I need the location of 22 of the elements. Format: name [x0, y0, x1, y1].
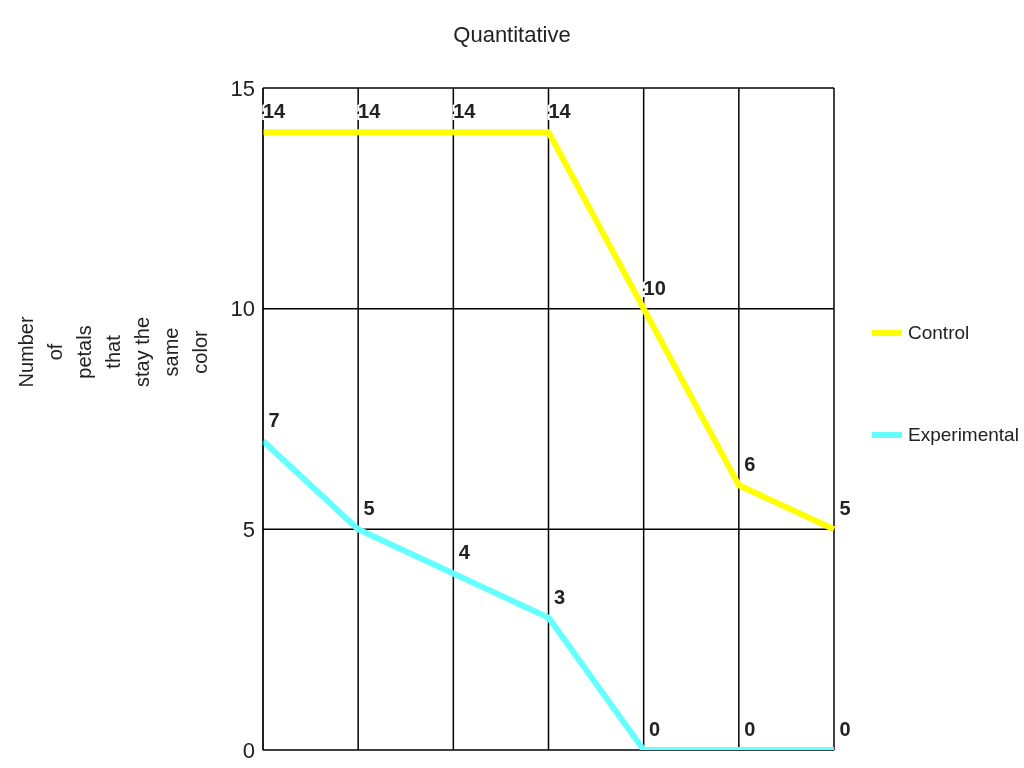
data-label: 14 — [262, 100, 286, 123]
legend-label: Control — [908, 322, 970, 344]
data-label: 4 — [458, 541, 471, 564]
data-label: 0 — [649, 718, 661, 740]
data-label: 14 — [358, 100, 382, 123]
data-label: 5 — [839, 497, 851, 520]
data-label: 10 — [643, 276, 666, 299]
data-label: 3 — [553, 585, 566, 608]
data-label: 0 — [839, 718, 851, 740]
y-tick-label: 15 — [230, 75, 255, 101]
y-axis-title: Number of petals that stay the same color — [15, 316, 211, 388]
data-label: 5 — [363, 497, 375, 520]
legend-label: Experimental — [908, 424, 1019, 446]
y-tick-label: 10 — [230, 296, 255, 322]
data-label: 14 — [453, 100, 477, 123]
data-label: 7 — [268, 409, 280, 432]
y-tick-label: 5 — [242, 517, 255, 543]
y-tick-label: 0 — [242, 737, 255, 763]
data-label: 6 — [744, 453, 756, 476]
data-label: 14 — [548, 100, 572, 123]
data-label: 0 — [744, 718, 756, 740]
chart-title: Quantitative — [453, 22, 571, 47]
